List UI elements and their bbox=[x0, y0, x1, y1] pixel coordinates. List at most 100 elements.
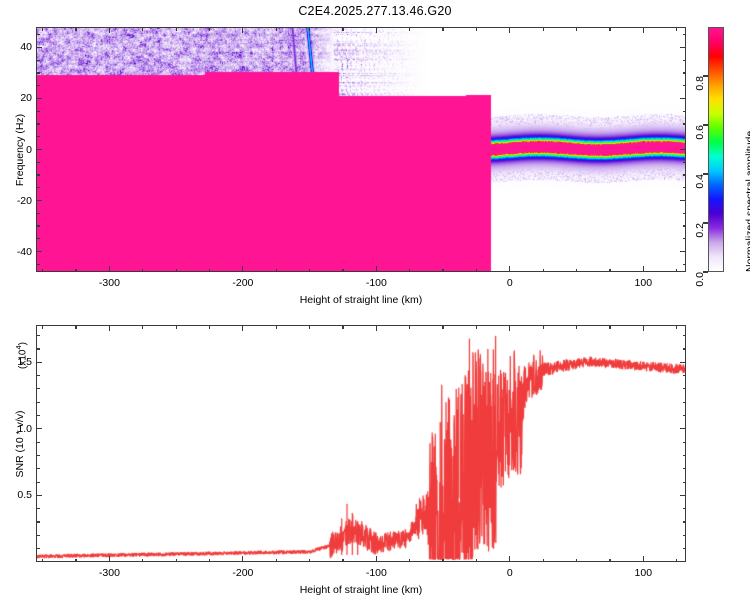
spectrogram-xtick-major bbox=[108, 266, 110, 272]
spectrogram-ytick-major bbox=[36, 46, 42, 48]
spectrogram-ytick-minor-right bbox=[682, 123, 686, 125]
spectrogram-ytick-minor bbox=[36, 263, 40, 265]
spectrogram-ytick-major bbox=[36, 97, 42, 100]
spectrogram-ytick-major bbox=[36, 250, 42, 253]
spectrogram-ytick-minor bbox=[36, 136, 40, 138]
spectrogram-xtick-minor-top bbox=[75, 27, 77, 31]
snr-ytick-major bbox=[36, 361, 42, 363]
snr-ytick-minor bbox=[36, 521, 40, 523]
snr-xtick-major bbox=[108, 556, 110, 562]
snr-xtick-minor-top bbox=[575, 325, 578, 329]
spectrogram-xtick-major-top bbox=[642, 27, 644, 33]
snr-xlabel: Height of straight line (km) bbox=[299, 584, 423, 596]
snr-ytick-minor-right bbox=[682, 441, 686, 443]
snr-xticklabel: 100 bbox=[634, 567, 653, 579]
snr-xticklabel: -300 bbox=[98, 567, 120, 579]
snr-ytick-minor bbox=[36, 548, 40, 550]
snr-xtick-minor-top bbox=[676, 325, 678, 329]
spectrogram-ytick-major-right bbox=[680, 199, 686, 202]
spectrogram-xticklabel: 0 bbox=[506, 277, 513, 289]
spectrogram-xtick-minor-top bbox=[575, 27, 578, 31]
snr-xtick-minor-top bbox=[475, 325, 478, 329]
snr-xtick-major bbox=[375, 556, 377, 562]
snr-xtick-minor-top bbox=[609, 325, 611, 329]
snr-yticklabel: 0.5 bbox=[17, 489, 32, 502]
spectrogram-xtick-minor bbox=[676, 268, 678, 272]
spectrogram-xtick-minor bbox=[75, 268, 77, 272]
spectrogram-xtick-minor-top bbox=[142, 27, 144, 31]
colorbar-ticklabel: 0.6 bbox=[694, 125, 706, 140]
snr-ytick-minor bbox=[36, 335, 40, 337]
spectrogram-ytick-minor-right bbox=[682, 85, 686, 87]
snr-ytick-minor bbox=[36, 414, 40, 417]
colorbar-ticklabel: 0.4 bbox=[694, 174, 706, 189]
spectrogram-xtick-minor-top bbox=[342, 27, 344, 31]
spectrogram-xticklabel: 100 bbox=[634, 277, 653, 289]
snr-ytick-minor-right bbox=[682, 401, 686, 403]
snr-trace bbox=[37, 326, 685, 561]
spectrogram-ytick-major-right bbox=[680, 148, 686, 151]
snr-xtick-minor-top bbox=[208, 325, 211, 329]
snr-xtick-minor-top bbox=[175, 325, 177, 329]
snr-ytick-minor-right bbox=[682, 348, 686, 350]
snr-yticklabel: 1.5 bbox=[17, 356, 32, 369]
snr-xtick-minor bbox=[42, 558, 44, 562]
spectrogram-yticklabel: 40 bbox=[20, 41, 32, 54]
spectrogram-xtick-major-top bbox=[108, 27, 110, 33]
spectrogram-xtick-minor bbox=[442, 268, 444, 272]
spectrogram-yticklabel: 0 bbox=[26, 143, 32, 156]
snr-xtick-minor-top bbox=[275, 325, 277, 329]
spectrogram-ytick-minor-right bbox=[682, 263, 686, 265]
snr-ytick-minor bbox=[36, 374, 40, 377]
spectrogram-xtick-minor bbox=[208, 268, 211, 272]
spectrogram-ytick-major-right bbox=[680, 97, 686, 100]
spectrogram-axes bbox=[36, 27, 686, 272]
spectrogram-xtick-minor bbox=[42, 268, 44, 272]
spectrogram-yticklabel: 20 bbox=[20, 92, 32, 105]
snr-ytick-major-right bbox=[680, 361, 686, 363]
colorbar-tick bbox=[703, 222, 708, 224]
snr-multiplier: (x104) bbox=[14, 342, 29, 369]
snr-xtick-minor-top bbox=[342, 325, 344, 329]
snr-xtick-minor-top bbox=[75, 325, 77, 329]
spectrogram-xticklabel: -300 bbox=[98, 277, 120, 289]
snr-xtick-minor-top bbox=[42, 325, 44, 329]
spectrogram-yticklabel: -40 bbox=[16, 245, 32, 258]
snr-ytick-minor bbox=[36, 534, 40, 536]
spectrogram-image bbox=[37, 28, 685, 271]
snr-ytick-minor-right bbox=[682, 454, 686, 457]
snr-xtick-minor bbox=[542, 558, 544, 562]
snr-xtick-minor bbox=[208, 558, 211, 562]
spectrogram-xtick-minor-top bbox=[475, 27, 478, 31]
spectrogram-xtick-minor-top bbox=[175, 27, 177, 31]
snr-xtick-minor bbox=[575, 558, 578, 562]
spectrogram-ytick-minor bbox=[36, 212, 40, 214]
colorbar bbox=[708, 27, 724, 272]
spectrogram-ytick-minor-right bbox=[682, 238, 686, 240]
snr-xtick-minor bbox=[309, 558, 311, 562]
spectrogram-ytick-minor-right bbox=[682, 59, 686, 61]
snr-ytick-minor-right bbox=[682, 548, 686, 550]
snr-xtick-minor bbox=[175, 558, 177, 562]
spectrogram-ytick-major bbox=[36, 148, 42, 151]
spectrogram-xtick-major bbox=[642, 266, 644, 272]
snr-ytick-minor bbox=[36, 508, 40, 510]
snr-ylabel: SNR (10 * v/v) bbox=[14, 409, 26, 478]
spectrogram-ytick-minor-right bbox=[682, 161, 686, 163]
snr-xtick-minor-top bbox=[309, 325, 311, 329]
spectrogram-xtick-minor-top bbox=[676, 27, 678, 31]
spectrogram-ytick-minor-right bbox=[682, 110, 686, 112]
snr-ytick-minor bbox=[36, 441, 40, 443]
spectrogram-xtick-major bbox=[242, 266, 244, 272]
spectrogram-xtick-minor-top bbox=[609, 27, 611, 31]
snr-ytick-minor-right bbox=[682, 508, 686, 510]
snr-axes bbox=[36, 325, 686, 562]
snr-xtick-minor bbox=[142, 558, 144, 562]
snr-ytick-minor-right bbox=[682, 534, 686, 536]
snr-xtick-minor-top bbox=[142, 325, 144, 329]
snr-ytick-minor bbox=[36, 401, 40, 403]
snr-xtick-major-top bbox=[242, 325, 244, 331]
page-title: C2E4.2025.277.13.46.G20 bbox=[298, 4, 452, 18]
spectrogram-ylabel: Frequency (Hz) bbox=[14, 113, 26, 186]
colorbar-ticklabel: 0.2 bbox=[694, 223, 706, 238]
